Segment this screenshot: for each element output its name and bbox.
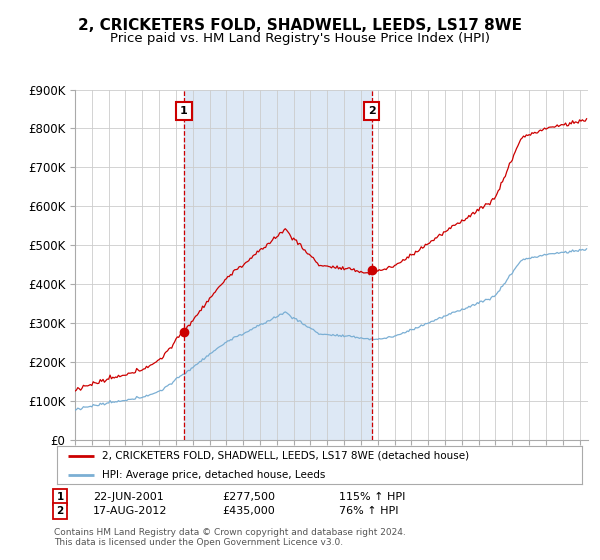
- Text: Price paid vs. HM Land Registry's House Price Index (HPI): Price paid vs. HM Land Registry's House …: [110, 32, 490, 45]
- Text: HPI: Average price, detached house, Leeds: HPI: Average price, detached house, Leed…: [101, 470, 325, 480]
- Text: 2: 2: [56, 506, 64, 516]
- Text: 22-JUN-2001: 22-JUN-2001: [93, 492, 164, 502]
- Bar: [184, 90, 371, 440]
- Text: 2: 2: [368, 106, 376, 116]
- Text: 1: 1: [180, 106, 188, 116]
- Text: 115% ↑ HPI: 115% ↑ HPI: [339, 492, 406, 502]
- Text: Contains HM Land Registry data © Crown copyright and database right 2024.
This d: Contains HM Land Registry data © Crown c…: [54, 528, 406, 547]
- Text: 76% ↑ HPI: 76% ↑ HPI: [339, 506, 398, 516]
- Text: 1: 1: [56, 492, 64, 502]
- Text: 17-AUG-2012: 17-AUG-2012: [93, 506, 167, 516]
- Text: 2, CRICKETERS FOLD, SHADWELL, LEEDS, LS17 8WE: 2, CRICKETERS FOLD, SHADWELL, LEEDS, LS1…: [78, 18, 522, 33]
- Text: £435,000: £435,000: [222, 506, 275, 516]
- Text: 2, CRICKETERS FOLD, SHADWELL, LEEDS, LS17 8WE (detached house): 2, CRICKETERS FOLD, SHADWELL, LEEDS, LS1…: [101, 451, 469, 461]
- Text: £277,500: £277,500: [222, 492, 275, 502]
